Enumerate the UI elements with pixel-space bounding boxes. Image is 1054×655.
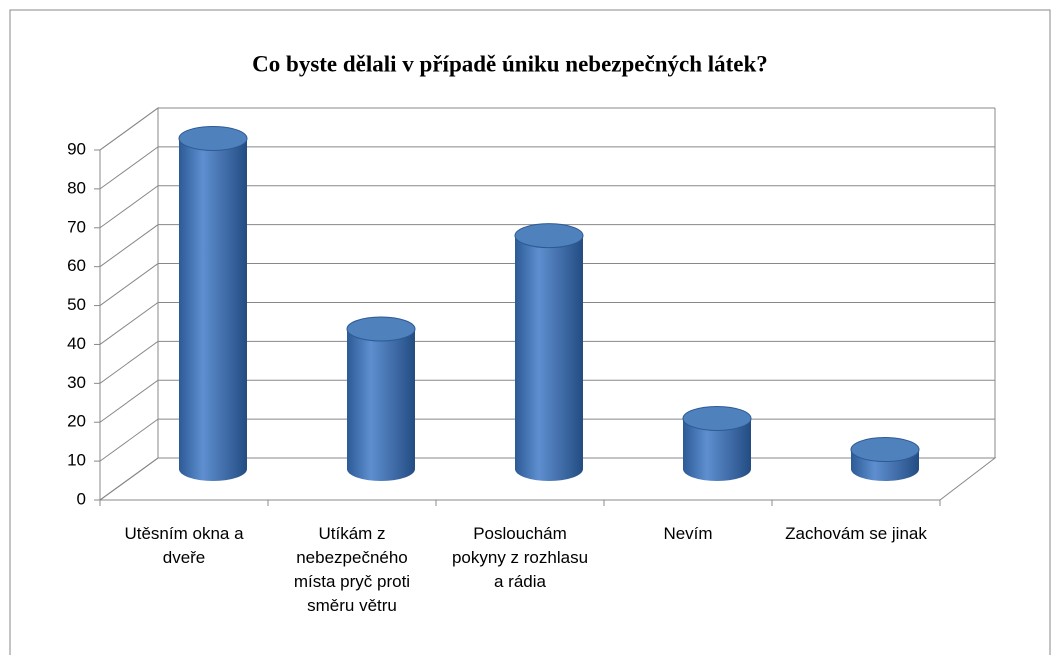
y-tick-label: 20 xyxy=(67,412,86,431)
x-tick-label: Utíkám z nebezpečného místa pryč proti s… xyxy=(293,524,411,615)
bar-top xyxy=(178,125,248,151)
y-tick-label: 0 xyxy=(77,489,86,508)
grid-line xyxy=(99,379,995,423)
grid-line xyxy=(99,263,995,306)
chart-border xyxy=(9,9,1051,655)
bar-body xyxy=(347,329,415,481)
y-tick-label: 70 xyxy=(67,217,86,236)
side-wall xyxy=(99,107,159,501)
x-tick-label: Poslouchám pokyny z rozhlasu a rádia xyxy=(451,524,589,591)
bar xyxy=(682,405,752,481)
bar-body xyxy=(515,235,583,481)
y-tick-label: 30 xyxy=(67,373,86,392)
grid-line xyxy=(99,185,995,229)
bar-top xyxy=(850,437,920,463)
y-tick-label: 10 xyxy=(67,451,86,470)
bar xyxy=(346,316,416,481)
grid-line xyxy=(99,340,995,384)
bar xyxy=(514,223,584,481)
bar-top xyxy=(514,223,584,249)
bar-body xyxy=(179,138,247,481)
grid-line xyxy=(99,107,995,151)
bar-body xyxy=(683,418,751,481)
chart-title: Co byste dělali v případě úniku nebezpeč… xyxy=(252,51,768,76)
y-tick-label: 40 xyxy=(67,334,86,353)
bar xyxy=(178,125,248,481)
y-tick-label: 80 xyxy=(67,178,86,197)
y-tick-label: 50 xyxy=(67,295,86,314)
grid-line xyxy=(99,224,995,268)
grid-line xyxy=(99,146,995,190)
grid-line xyxy=(99,301,995,345)
y-tick-label: 90 xyxy=(67,139,86,158)
x-tick-label: Nevím xyxy=(663,524,713,543)
bar-top xyxy=(682,405,752,431)
x-tick-label: Utěsním okna a dveře xyxy=(124,524,244,567)
x-tick-label: Zachovám se jinak xyxy=(785,524,927,543)
y-tick-label: 60 xyxy=(67,256,86,275)
bar xyxy=(850,437,920,481)
bar-top xyxy=(346,316,416,342)
